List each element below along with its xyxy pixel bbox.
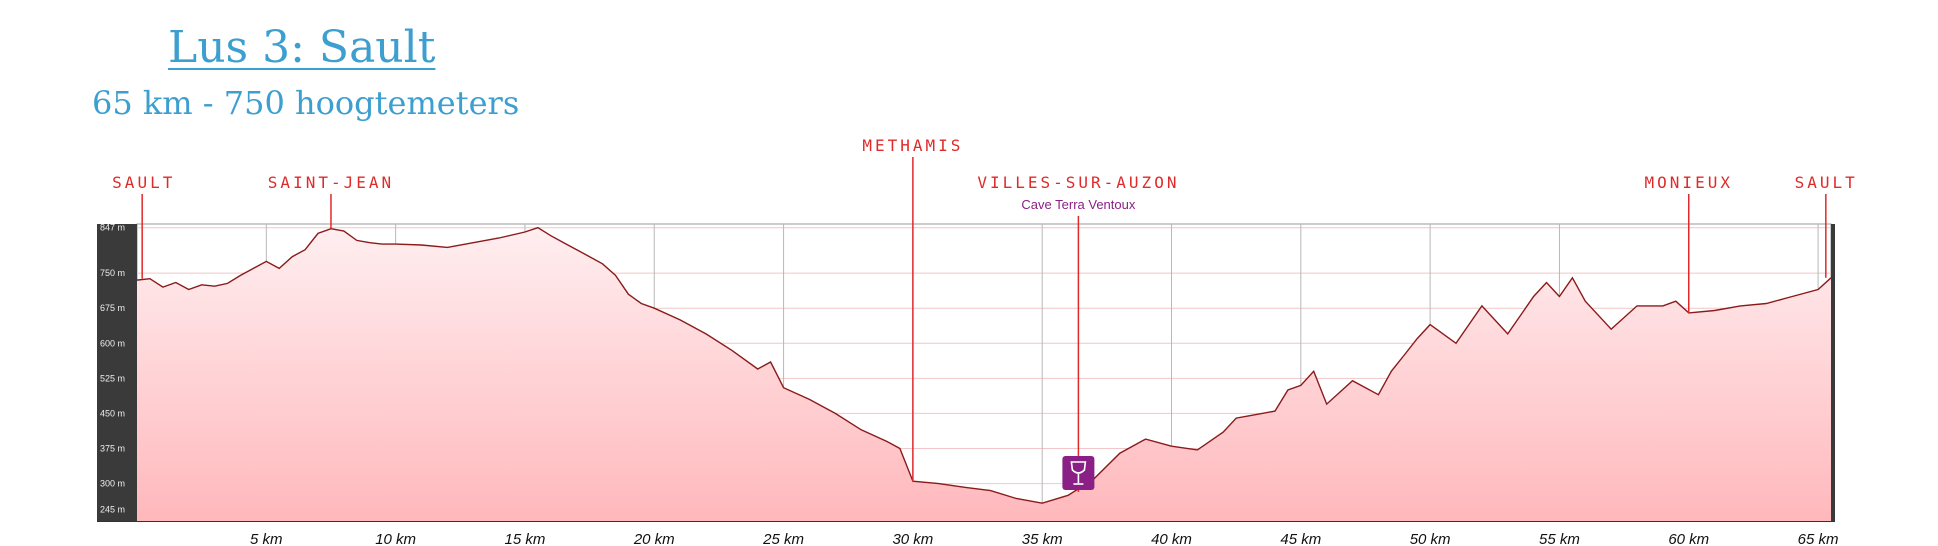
page-title: Lus 3: Sault <box>168 22 436 73</box>
y-tick-label: 675 m <box>100 303 125 313</box>
elevation-line <box>136 226 1832 504</box>
place-label: SAULT <box>112 173 175 192</box>
y-axis-panel <box>97 224 137 521</box>
y-tick-label: 847 m <box>100 223 125 233</box>
x-tick-label: 5 km <box>250 531 283 546</box>
x-tick-label: 10 km <box>375 531 416 546</box>
y-tick-label: 450 m <box>100 408 125 418</box>
x-tick-label: 60 km <box>1668 531 1709 546</box>
place-label: SAULT <box>1795 173 1858 192</box>
y-tick-label: 525 m <box>100 373 125 383</box>
place-label: SAINT-JEAN <box>268 173 394 192</box>
place-label: METHAMIS <box>862 136 963 155</box>
x-tick-label: 15 km <box>505 531 546 546</box>
x-tick-label: 55 km <box>1539 531 1580 546</box>
y-tick-label: 300 m <box>100 479 125 489</box>
y-tick-label: 600 m <box>100 338 125 348</box>
x-tick-label: 45 km <box>1280 531 1321 546</box>
x-tick-label: 40 km <box>1151 531 1192 546</box>
x-tick-label: 35 km <box>1022 531 1063 546</box>
page-subtitle: 65 km - 750 hoogtemeters <box>92 84 520 122</box>
elevation-area <box>137 227 1831 521</box>
x-tick-label: 50 km <box>1410 531 1451 546</box>
y-tick-label: 245 m <box>100 504 125 514</box>
poi-label: Cave Terra Ventoux <box>1021 197 1135 212</box>
place-label: VILLES-SUR-AUZON <box>977 173 1179 192</box>
wine-glass-bowl <box>1070 461 1087 474</box>
x-tick-label: 20 km <box>633 531 675 546</box>
place-label: MONIEUX <box>1645 173 1733 192</box>
x-tick-label: 30 km <box>892 531 933 546</box>
right-axis-bar <box>1831 224 1835 521</box>
y-tick-label: 375 m <box>100 444 125 454</box>
x-tick-label: 25 km <box>762 531 804 546</box>
x-tick-label: 65 km <box>1798 531 1839 546</box>
y-tick-label: 750 m <box>100 268 125 278</box>
